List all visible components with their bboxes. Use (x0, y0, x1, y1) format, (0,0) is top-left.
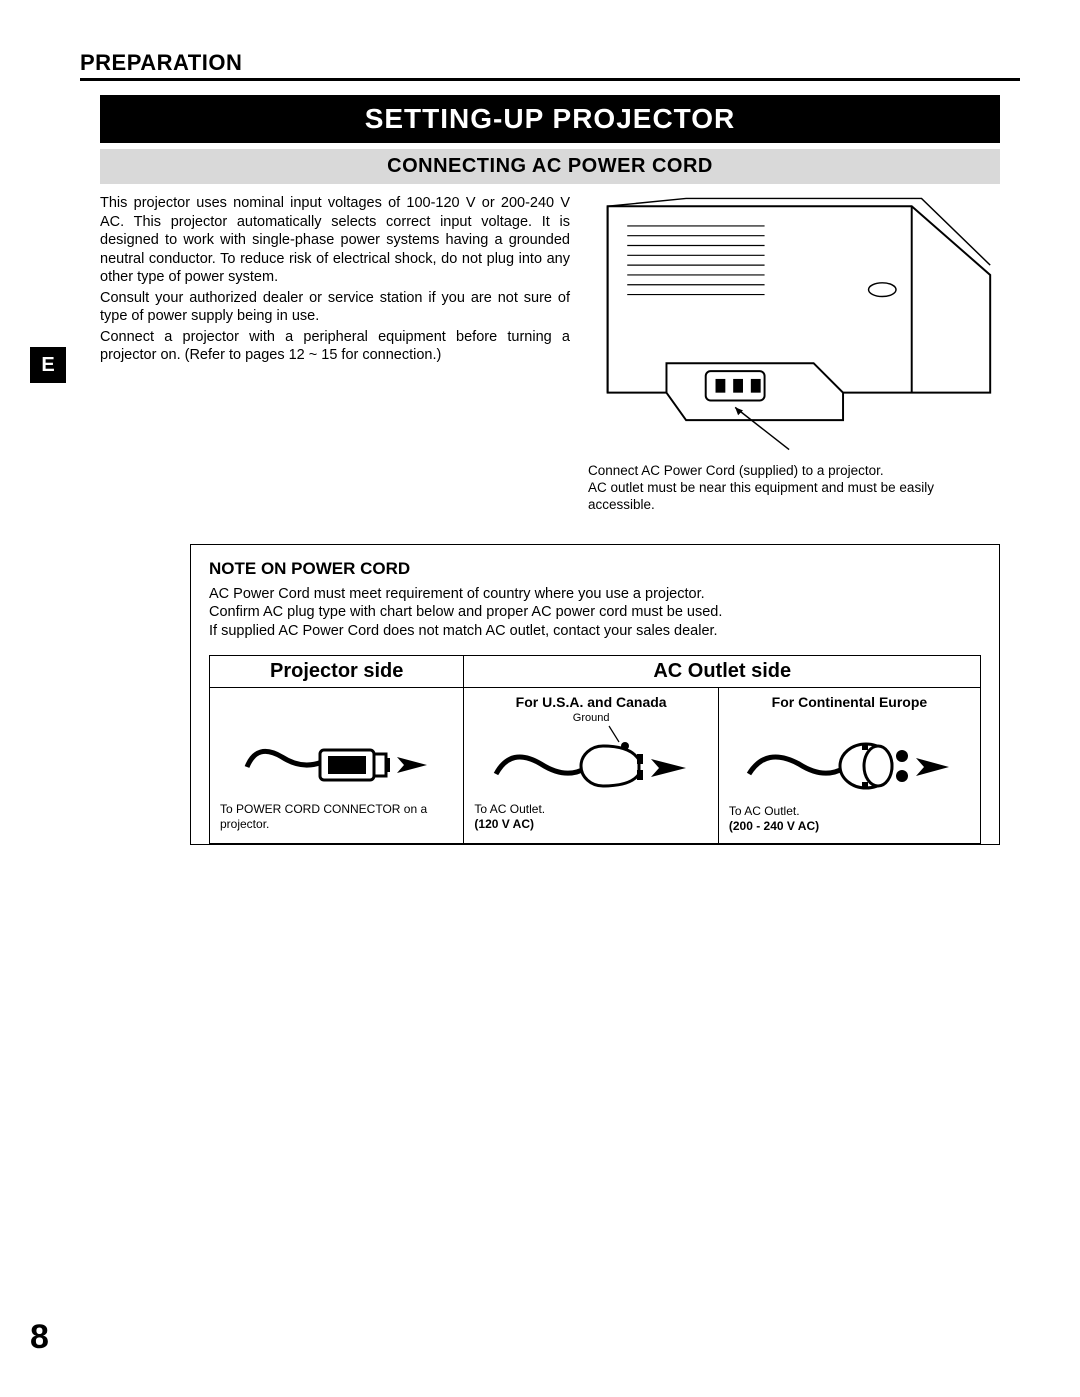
col-header-projector: Projector side (210, 656, 464, 688)
voltage-label: (120 V AC) (474, 817, 534, 831)
region-label: For U.S.A. and Canada (474, 694, 707, 710)
paragraph: Connect a projector with a peripheral eq… (100, 328, 570, 365)
plug-caption: To AC Outlet. (120 V AC) (474, 802, 707, 831)
region-label: For Continental Europe (729, 694, 970, 710)
rule (80, 78, 1020, 81)
caption-line: To AC Outlet. (729, 804, 800, 818)
plug-projector-icon (242, 712, 432, 802)
section-tab: E (30, 347, 66, 383)
content-row: This projector uses nominal input voltag… (100, 194, 1000, 514)
subtitle-banner: CONNECTING AC POWER CORD (100, 149, 1000, 184)
projector-figure: Connect AC Power Cord (supplied) to a pr… (588, 194, 1000, 514)
header-area: PREPARATION SETTING-UP PROJECTOR CONNECT… (80, 50, 1020, 845)
caption-line: AC outlet must be near this equipment an… (588, 480, 934, 512)
voltage-label: (200 - 240 V AC) (729, 819, 819, 833)
plug-usa-icon (491, 724, 691, 802)
plug-caption: To AC Outlet. (200 - 240 V AC) (729, 804, 970, 833)
note-body: AC Power Cord must meet requirement of c… (209, 585, 981, 642)
caption-line: Connect AC Power Cord (supplied) to a pr… (588, 463, 884, 478)
manual-page: E PREPARATION SETTING-UP PROJECTOR CONNE… (0, 0, 1080, 1397)
col-header-outlet: AC Outlet side (464, 656, 981, 688)
cell-europe: For Continental Europe (718, 688, 980, 844)
figure-caption: Connect AC Power Cord (supplied) to a pr… (588, 463, 1000, 514)
note-title: NOTE ON POWER CORD (209, 559, 981, 579)
ground-label: Ground (474, 712, 707, 724)
note-line: AC Power Cord must meet requirement of c… (209, 586, 705, 602)
table-row: Projector side AC Outlet side (210, 656, 981, 688)
paragraph: This projector uses nominal input voltag… (100, 194, 570, 287)
projector-icon (588, 194, 1000, 454)
cell-projector-side: To POWER CORD CONNECTOR on a projector. (210, 688, 464, 844)
note-line: If supplied AC Power Cord does not match… (209, 623, 718, 639)
body-text: This projector uses nominal input voltag… (100, 194, 570, 514)
note-line: Confirm AC plug type with chart below an… (209, 604, 722, 620)
plug-table: Projector side AC Outlet side (209, 655, 981, 844)
section-label: PREPARATION (80, 50, 1020, 76)
note-box: NOTE ON POWER CORD AC Power Cord must me… (190, 544, 1000, 845)
page-number: 8 (30, 1318, 49, 1357)
plug-europe-icon (744, 726, 954, 804)
title-banner: SETTING-UP PROJECTOR (100, 95, 1000, 143)
caption-line: To AC Outlet. (474, 802, 545, 816)
table-row: To POWER CORD CONNECTOR on a projector. … (210, 688, 981, 844)
cell-usa: For U.S.A. and Canada Ground (464, 688, 718, 844)
paragraph: Consult your authorized dealer or servic… (100, 289, 570, 326)
plug-caption: To POWER CORD CONNECTOR on a projector. (220, 802, 453, 831)
